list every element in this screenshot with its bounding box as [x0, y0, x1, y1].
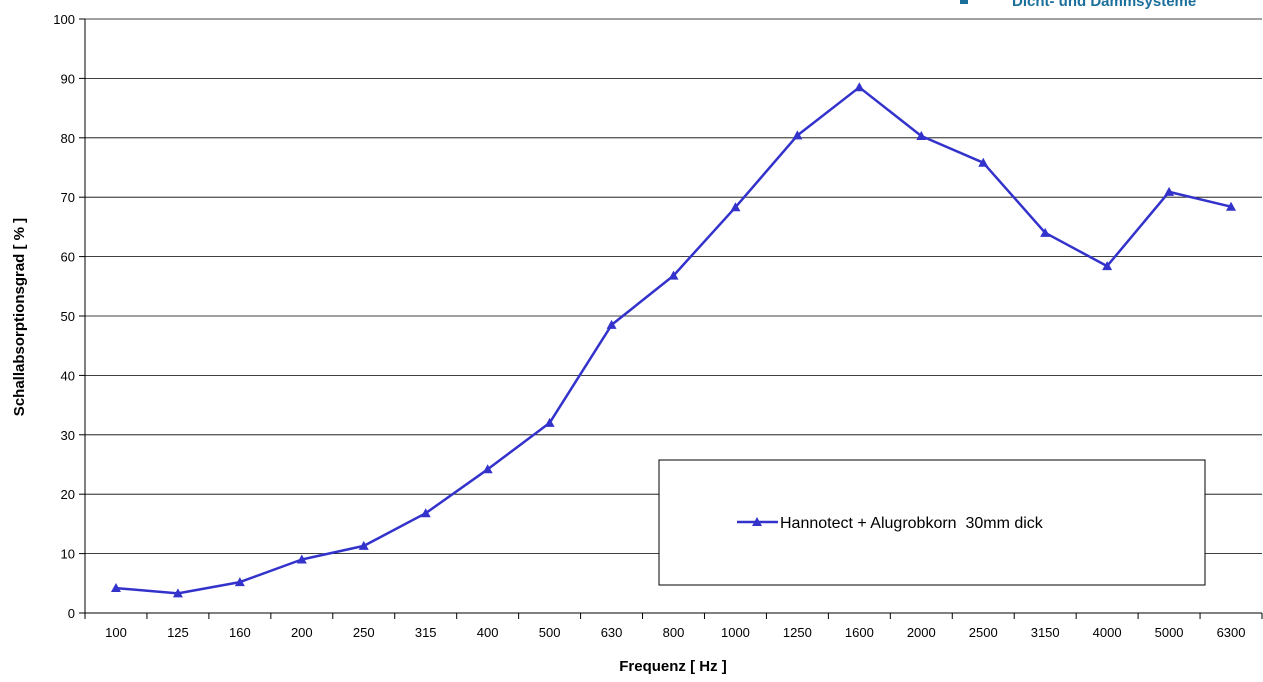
data-point-triangle: [1226, 201, 1237, 211]
data-point-triangle: [668, 270, 679, 280]
x-tick-label: 2500: [969, 625, 998, 640]
x-tick-label: 250: [353, 625, 375, 640]
y-tick-label: 30: [61, 428, 75, 443]
x-tick-labels: 100 125 160 200 250 315 400 500 630 800 1000 1250 16…: [105, 625, 1245, 640]
x-tick-label: 160: [229, 625, 251, 640]
data-point-triangle: [544, 417, 555, 427]
axes: [79, 18, 1263, 619]
y-tick-label: 60: [61, 250, 75, 265]
y-tick-label: 100: [53, 12, 75, 27]
x-tick-label: 315: [415, 625, 437, 640]
data-point-triangle: [606, 319, 617, 329]
brand-logo: Dicht- und Dämmsysteme: [960, 0, 1196, 10]
y-tick-label: 40: [61, 368, 75, 383]
data-point-triangle: [296, 554, 307, 564]
data-point-triangle: [482, 464, 493, 474]
brand-square-icon: [960, 0, 968, 4]
x-tick-label: 5000: [1155, 625, 1184, 640]
y-tick-label: 50: [61, 309, 75, 324]
data-point-triangle: [916, 131, 927, 141]
y-tick-labels: 0 10 20 30 40 50 60 70 80 90 100: [53, 12, 75, 621]
y-tick-label: 80: [61, 131, 75, 146]
data-point-triangle: [234, 577, 245, 587]
brand-text: Dicht- und Dämmsysteme: [1012, 0, 1196, 10]
x-tick-label: 200: [291, 625, 313, 640]
legend-triangle-marker-icon: [752, 517, 762, 526]
x-tick-label: 100: [105, 625, 127, 640]
series-layer: [110, 82, 1237, 598]
x-tick-label: 1250: [783, 625, 812, 640]
y-tick-label: 20: [61, 487, 75, 502]
x-tick-label: 800: [663, 625, 685, 640]
x-tick-label: 2000: [907, 625, 936, 640]
x-tick-label: 400: [477, 625, 499, 640]
data-point-triangle: [420, 508, 431, 518]
x-axis-title: Frequenz [ Hz ]: [619, 658, 727, 675]
y-tick-label: 10: [61, 547, 75, 562]
x-tick-label: 1000: [721, 625, 750, 640]
data-point-triangle: [854, 82, 865, 92]
x-tick-label: 500: [539, 625, 561, 640]
x-tick-label: 4000: [1093, 625, 1122, 640]
legend: Hannotect + Alugrobkorn 30mm dick: [658, 459, 1206, 586]
data-point-triangle: [978, 157, 989, 167]
x-tick-label: 630: [601, 625, 623, 640]
x-tick-label: 3150: [1031, 625, 1060, 640]
data-point-triangle: [792, 130, 803, 140]
y-tick-label: 0: [68, 606, 75, 621]
y-tick-label: 90: [61, 71, 75, 86]
x-tick-label: 1600: [845, 625, 874, 640]
data-point-triangle: [172, 588, 183, 598]
y-axis-title: Schallabsorptionsgrad [ % ]: [11, 218, 28, 416]
legend-label: Hannotect + Alugrobkorn 30mm dick: [780, 515, 1044, 532]
data-point-triangle: [1040, 227, 1051, 237]
y-tick-label: 70: [61, 190, 75, 205]
data-point-triangle: [358, 540, 369, 550]
data-point-triangle: [1102, 261, 1113, 271]
x-tick-label: 6300: [1217, 625, 1246, 640]
data-point-triangle: [730, 202, 741, 212]
x-tick-label: 125: [167, 625, 189, 640]
data-point-triangle: [1164, 186, 1175, 196]
data-point-triangle: [110, 583, 121, 593]
